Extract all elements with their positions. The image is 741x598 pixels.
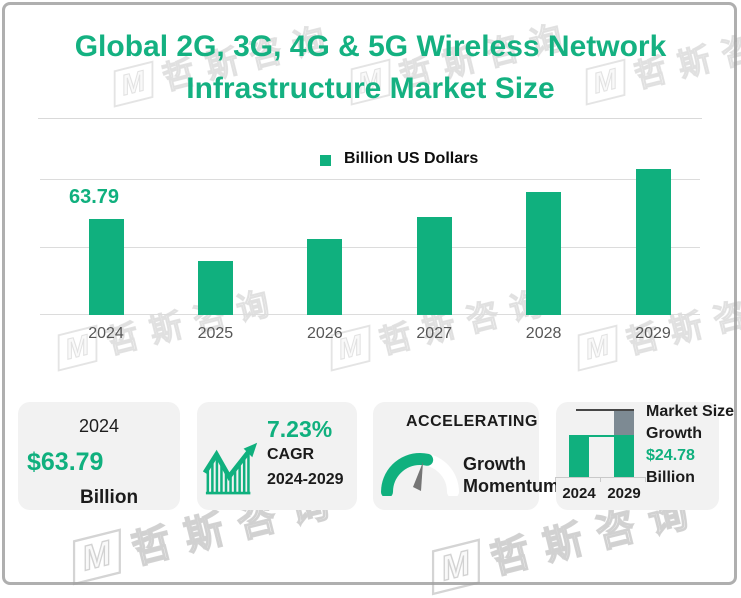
card3-label-2: Momentum [463,476,559,496]
x-axis-label-2026: 2026 [307,325,343,342]
chart-legend: Billion US Dollars [320,150,478,168]
bar-2026 [307,238,343,315]
card-growth-momentum: ACCELERATING Growth Momentum [373,402,559,510]
x-axis-label-2028: 2028 [525,325,562,342]
mini-axis-tick-2 [645,477,646,482]
gridline-0 [40,314,700,315]
mini-base-connector-line [589,435,614,437]
x-axis-label-2029: 2029 [635,325,671,342]
card3-label-1: Growth [463,454,526,474]
title-line-1: Global 2G, 3G, 4G & 5G Wireless Network [74,30,667,63]
card-market-size-2024: 2024 $63.79 Billion [18,402,180,510]
mini-axis-tick-0 [555,477,556,482]
growth-chart-icon [203,442,258,495]
mini-growth-top-line [576,409,634,411]
card4-growth-value: $24.78 [646,447,695,464]
frame-border [2,2,737,585]
card3-status: ACCELERATING [406,413,538,430]
card2-label-period: 2024-2029 [267,471,344,488]
card4-label-2: Growth [646,425,702,442]
card4-label-1: Market Size [646,403,735,420]
card4-unit: Billion [646,469,695,486]
gauge-icon [381,453,459,496]
legend-swatch-icon [320,154,331,166]
title-divider [38,118,702,119]
card-cagr: 7.23% CAGR 2024-2029 [197,402,357,510]
mini-bar-2024 [569,435,589,477]
x-axis-label-2024: 2024 [88,325,124,342]
card1-value: $63.79 [27,448,104,476]
legend-label: Billion US Dollars [344,150,479,167]
card1-unit: Billion [80,487,139,508]
card1-year: 2024 [78,416,120,436]
bar-2027 [416,216,452,315]
page-title: Global 2G, 3G, 4G & 5G Wireless Network … [0,26,741,110]
mini-bar-2029-growth [614,410,634,435]
bar-2028 [526,191,562,315]
bar-2024 [88,219,124,315]
x-axis-label-2027: 2027 [416,325,452,342]
bar-2025 [197,260,233,315]
card2-label-cagr: CAGR [267,446,315,463]
bar-value-label-2024: 63.79 [68,186,120,208]
title-line-2: Infrastructure Market Size [186,72,555,105]
mini-x-label-2029: 2029 [607,485,641,502]
mini-bar-2029-base [614,435,634,477]
gridline-45 [40,246,700,248]
mini-growth-chart: 2024 2029 [552,396,652,506]
bar-2029 [635,169,671,315]
card2-cagr-value: 7.23% [267,416,333,442]
mini-axis-tick-1 [600,477,601,482]
x-axis-label-2025: 2025 [197,325,234,342]
mini-x-label-2024: 2024 [562,485,596,502]
bar-chart: 2024 2025 2026 2027 2028 2029 [40,165,700,342]
gridline-90 [40,179,700,180]
